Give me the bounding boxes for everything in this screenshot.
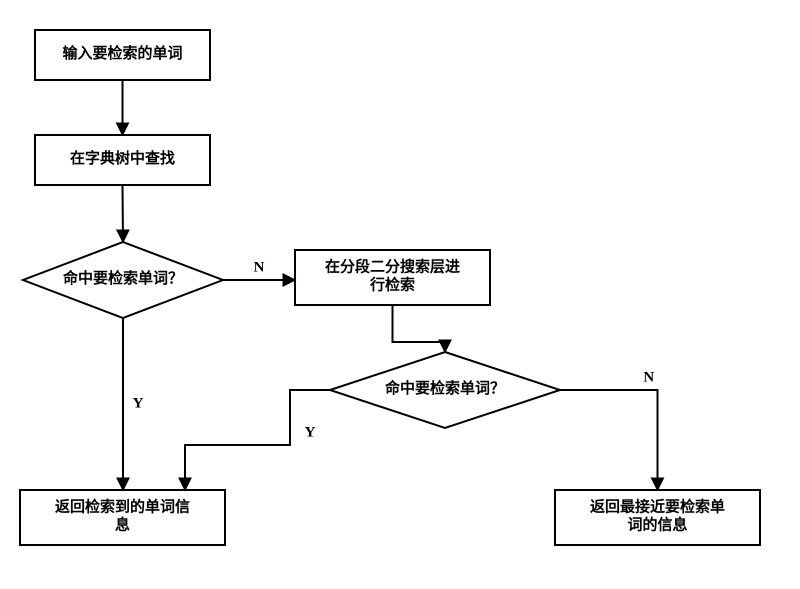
svg-text:命中要检索单词？: 命中要检索单词？	[62, 269, 183, 287]
label-d2-N: N	[643, 369, 654, 385]
label-d1-N: N	[254, 259, 265, 275]
node-return-nearest: 返回最接近要检索单词的信息	[555, 490, 760, 545]
node-search-trie: 在字典树中查找	[35, 135, 210, 185]
decision-hit-1: 命中要检索单词？	[23, 242, 223, 318]
svg-text:在分段二分搜索层进行检索: 在分段二分搜索层进行检索	[325, 258, 460, 294]
node-binary-search: 在分段二分搜索层进行检索	[295, 250, 490, 305]
decision-hit-2: 命中要检索单词？	[330, 352, 560, 428]
svg-text:命中要检索单词？: 命中要检索单词？	[384, 379, 505, 397]
svg-text:输入要检索的单词: 输入要检索的单词	[62, 44, 182, 62]
label-d2-Y: Y	[305, 424, 316, 440]
svg-text:返回检索到的单词信息: 返回检索到的单词信息	[55, 498, 190, 534]
node-input-word: 输入要检索的单词	[35, 30, 210, 80]
node-return-found: 返回检索到的单词信息	[20, 490, 225, 545]
label-d1-Y: Y	[133, 395, 144, 411]
svg-text:返回最接近要检索单词的信息: 返回最接近要检索单词的信息	[590, 498, 725, 534]
flowchart-canvas: 输入要检索的单词 在字典树中查找 命中要检索单词？ 在分段二分搜索层进行检索 命…	[0, 0, 800, 589]
svg-text:在字典树中查找: 在字典树中查找	[70, 149, 175, 167]
